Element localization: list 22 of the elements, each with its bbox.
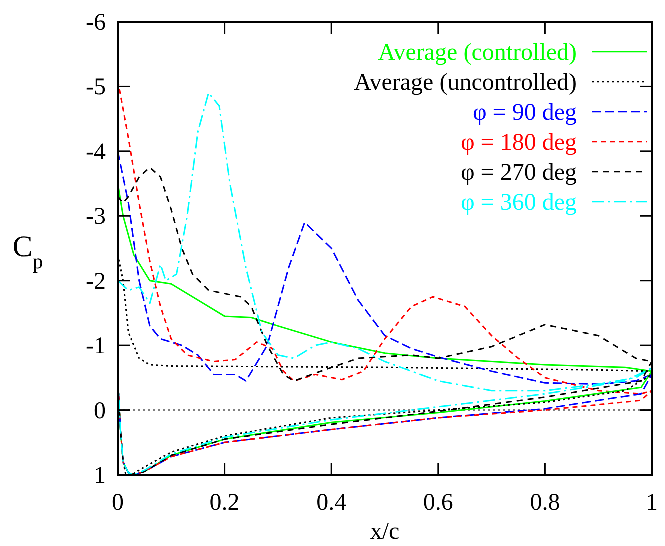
x-tick-label: 0.2 [210,490,240,516]
y-tick-label: -1 [86,334,106,360]
legend-label: φ = 270 deg [460,160,577,186]
legend-label: φ = 90 deg [472,100,577,126]
legend-label: φ = 360 deg [460,190,577,216]
x-tick-label: 0 [112,490,124,516]
y-axis-title: C$_{p}$ [12,230,44,274]
x-tick-label: 0.6 [423,490,454,516]
x-axis-title: x/c [370,519,400,545]
y-tick-label: -3 [86,204,106,230]
legend-label: Average (controlled) [378,40,577,66]
legend-label: φ = 180 deg [460,130,577,156]
legend-label: Average (uncontrolled) [354,70,577,96]
x-tick-label: 1 [646,490,658,516]
y-tick-label: -5 [86,74,106,101]
x-tick-label: 0.4 [316,490,347,516]
x-tick-label: 0.8 [530,490,560,516]
y-tick-label: -4 [86,139,106,166]
y-tick-label: 1 [94,463,106,489]
y-tick-label: 0 [94,398,106,424]
y-tick-label: -2 [86,268,106,295]
y-tick-label: -6 [86,10,106,36]
